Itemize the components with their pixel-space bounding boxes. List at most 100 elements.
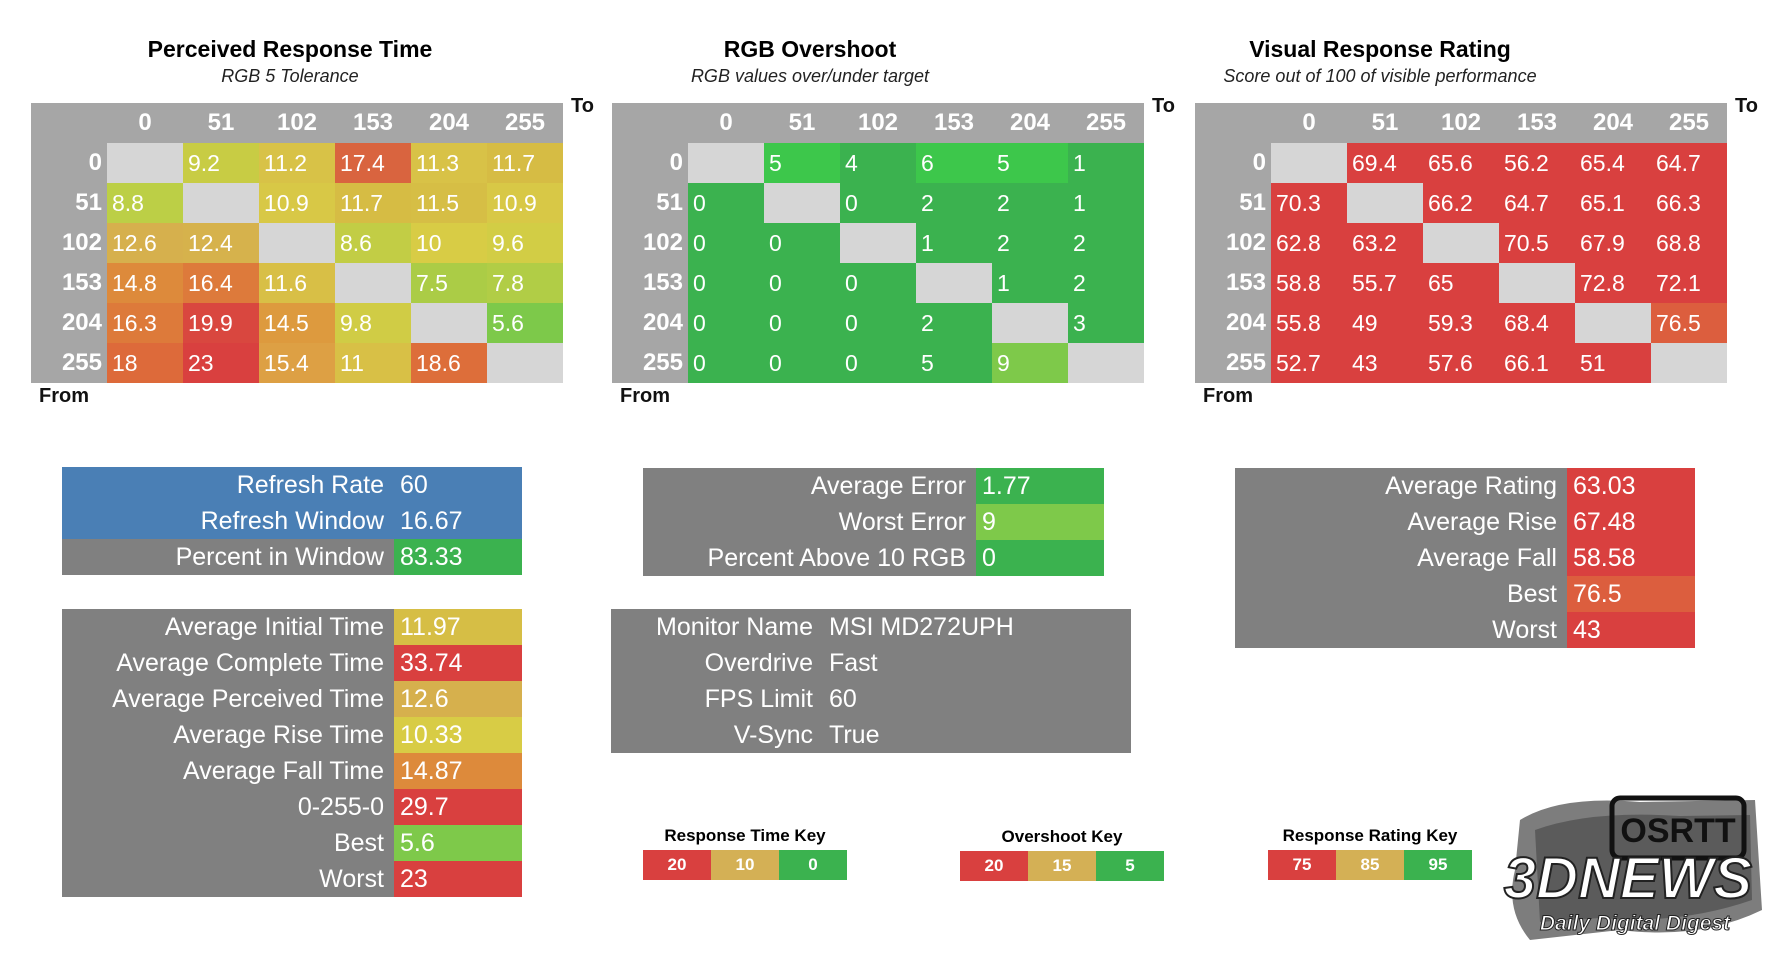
heatmap-cell: 2 bbox=[1068, 263, 1144, 303]
stat-label: Percent Above 10 RGB bbox=[643, 540, 976, 576]
stat-row: Worst Error 9 bbox=[643, 504, 1104, 540]
stat-value: MSI MD272UPH bbox=[823, 609, 1131, 645]
row-tick-label: 102 bbox=[1195, 223, 1271, 263]
column-tick-label: 204 bbox=[1575, 103, 1651, 143]
stat-value: 5.6 bbox=[394, 825, 522, 861]
heatmap-cell: 0 bbox=[688, 183, 764, 223]
chart-subtitle-2: Score out of 100 of visible performance bbox=[1223, 66, 1537, 86]
rgb-overshoot-heatmap: 0 51 102 153 204 255 0 5 4 6 5 1 51 0 0 2 2 1 102 0 0 1 2 2 153 0… bbox=[612, 95, 1175, 407]
key-swatch: 85 bbox=[1336, 850, 1404, 880]
heatmap-cell: 11.2 bbox=[259, 143, 335, 183]
stat-label: Worst bbox=[1235, 612, 1567, 648]
heatmap-cell: 57.6 bbox=[1423, 343, 1499, 383]
stat-value: 60 bbox=[394, 467, 522, 503]
stat-value: 23 bbox=[394, 861, 522, 897]
stat-value: 76.5 bbox=[1567, 576, 1695, 612]
heatmap-cell: 0 bbox=[764, 303, 840, 343]
heatmap-cell: 17.4 bbox=[335, 143, 411, 183]
heatmap-cell: 62.8 bbox=[1271, 223, 1347, 263]
heatmap-cell: 56.2 bbox=[1499, 143, 1575, 183]
heatmap-cell: 10.9 bbox=[259, 183, 335, 223]
stat-label: Refresh Window bbox=[62, 503, 394, 539]
heatmap-cell: 49 bbox=[1347, 303, 1423, 343]
heatmap-cell: 8.8 bbox=[107, 183, 183, 223]
stat-row: Average Fall 58.58 bbox=[1235, 540, 1695, 576]
column-tick-label: 0 bbox=[688, 103, 764, 143]
heatmap-cell: 7.5 bbox=[411, 263, 487, 303]
chart-title-0: Perceived Response Time bbox=[147, 36, 433, 62]
axis-label-from: From bbox=[620, 385, 670, 407]
heatmap-cell: 12.4 bbox=[183, 223, 259, 263]
row-tick-label: 102 bbox=[31, 223, 107, 263]
heatmap-cell: 1 bbox=[1068, 143, 1144, 183]
heatmap-diagonal-cell bbox=[916, 263, 992, 303]
response-rating-key: Response Rating Key 75 85 95 bbox=[1268, 826, 1472, 880]
stat-label: Average Rating bbox=[1235, 468, 1567, 504]
row-tick-label: 204 bbox=[31, 303, 107, 343]
3dnews-watermark-logo: OSRTT 3DNEWS Daily Digital Digest bbox=[1503, 795, 1762, 940]
stat-label: Worst Error bbox=[643, 504, 976, 540]
column-tick-label: 255 bbox=[1068, 103, 1144, 143]
watermark-badge: OSRTT bbox=[1620, 812, 1735, 850]
stat-label: Average Error bbox=[643, 468, 976, 504]
row-tick-label: 255 bbox=[31, 343, 107, 383]
heatmap-cell: 16.4 bbox=[183, 263, 259, 303]
heatmap-cell: 0 bbox=[764, 263, 840, 303]
heatmap-cell: 5 bbox=[764, 143, 840, 183]
stat-row: Best 76.5 bbox=[1235, 576, 1695, 612]
row-tick-label: 0 bbox=[31, 143, 107, 183]
key-swatch: 5 bbox=[1096, 851, 1164, 881]
heatmap-diagonal-cell bbox=[688, 143, 764, 183]
row-tick-label: 51 bbox=[612, 183, 688, 223]
stat-value: 60 bbox=[823, 681, 1131, 717]
heatmap-cell: 9 bbox=[992, 343, 1068, 383]
row-tick-label: 255 bbox=[612, 343, 688, 383]
column-tick-label: 153 bbox=[335, 103, 411, 143]
column-tick-label: 153 bbox=[916, 103, 992, 143]
stat-label: Monitor Name bbox=[611, 609, 823, 645]
stat-row: 0-255-0 29.7 bbox=[62, 789, 522, 825]
heatmap-cell: 9.8 bbox=[335, 303, 411, 343]
chart-title-2: Visual Response Rating bbox=[1249, 36, 1511, 62]
stat-value: 1.77 bbox=[976, 468, 1104, 504]
heatmap-diagonal-cell bbox=[411, 303, 487, 343]
column-tick-label: 102 bbox=[840, 103, 916, 143]
stat-label: V-Sync bbox=[611, 717, 823, 753]
stat-row: Average Initial Time 11.97 bbox=[62, 609, 522, 645]
stat-row: Best 5.6 bbox=[62, 825, 522, 861]
stat-row: V-Sync True bbox=[611, 717, 1131, 753]
heatmap-cell: 19.9 bbox=[183, 303, 259, 343]
stat-row: Average Complete Time 33.74 bbox=[62, 645, 522, 681]
heatmap-cell: 0 bbox=[688, 263, 764, 303]
heatmap-cell: 6 bbox=[916, 143, 992, 183]
heatmap-cell: 2 bbox=[1068, 223, 1144, 263]
column-tick-label: 255 bbox=[487, 103, 563, 143]
stat-row: Monitor Name MSI MD272UPH bbox=[611, 609, 1131, 645]
watermark-brand: 3DNEWS bbox=[1504, 846, 1752, 911]
stat-row: Refresh Window 16.67 bbox=[62, 503, 522, 539]
heatmap-cell: 68.4 bbox=[1499, 303, 1575, 343]
key-swatch: 20 bbox=[960, 851, 1028, 881]
heatmap-cell: 8.6 bbox=[335, 223, 411, 263]
stat-row: Average Rise 67.48 bbox=[1235, 504, 1695, 540]
stat-label: Best bbox=[1235, 576, 1567, 612]
heatmap-cell: 70.5 bbox=[1499, 223, 1575, 263]
key-title: Response Time Key bbox=[664, 826, 826, 845]
column-tick-label: 153 bbox=[1499, 103, 1575, 143]
heatmap-cell: 65.4 bbox=[1575, 143, 1651, 183]
stat-value: 11.97 bbox=[394, 609, 522, 645]
heatmap-cell: 66.3 bbox=[1651, 183, 1727, 223]
heatmap-cell: 52.7 bbox=[1271, 343, 1347, 383]
stat-label: Worst bbox=[62, 861, 394, 897]
heatmap-corner bbox=[1195, 103, 1271, 143]
heatmap-cell: 72.8 bbox=[1575, 263, 1651, 303]
heatmap-diagonal-cell bbox=[487, 343, 563, 383]
stat-value: 14.87 bbox=[394, 753, 522, 789]
key-swatches: 20 15 5 bbox=[960, 851, 1164, 881]
heatmap-cell: 0 bbox=[688, 303, 764, 343]
stat-label: Average Fall Time bbox=[62, 753, 394, 789]
stat-value: Fast bbox=[823, 645, 1131, 681]
column-tick-label: 0 bbox=[107, 103, 183, 143]
stat-label: Average Fall bbox=[1235, 540, 1567, 576]
heatmap-cell: 55.8 bbox=[1271, 303, 1347, 343]
